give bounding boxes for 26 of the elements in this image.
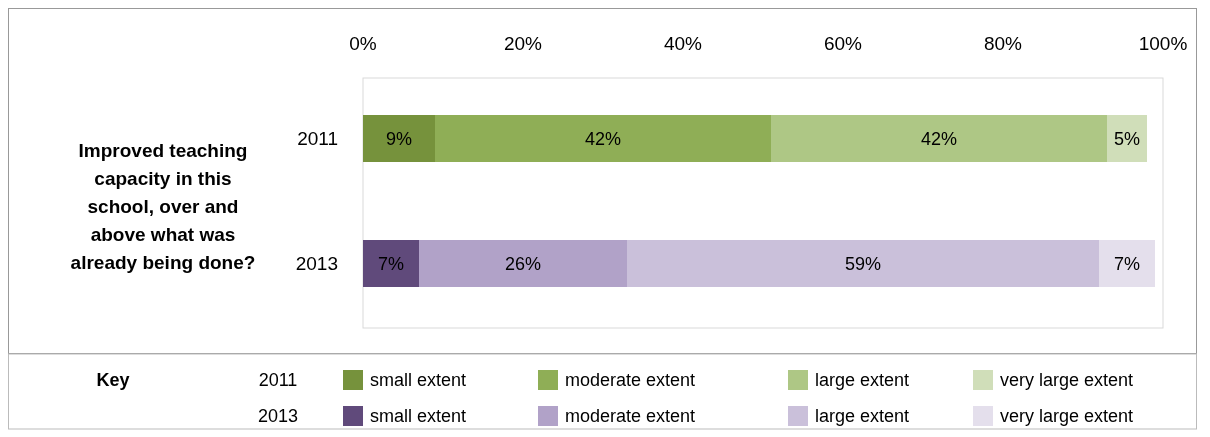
data-label: 42% — [584, 128, 622, 149]
data-label: 42% — [920, 128, 958, 149]
data-label: 5% — [1113, 128, 1141, 149]
legend-title: Key — [96, 370, 130, 391]
x-tick-label: 0% — [349, 33, 377, 54]
x-tick-label: 40% — [663, 33, 703, 54]
legend-label: very large extent — [1000, 370, 1134, 391]
text: very large extent — [1000, 406, 1134, 427]
data-label: 9% — [385, 128, 413, 149]
x-tick-label: 80% — [983, 33, 1023, 54]
text: large extent — [815, 406, 910, 427]
data-label: 59% — [844, 253, 882, 274]
text: moderate extent — [565, 406, 696, 427]
text: small extent — [370, 406, 467, 427]
legend-label: small extent — [370, 370, 467, 391]
category-label: 2013 — [257, 406, 299, 427]
y-axis-title: Improved teaching capacity in this school, over and above what was already being done? — [70, 140, 256, 273]
legend-label: large extent — [815, 370, 910, 391]
data-label: 7% — [377, 253, 405, 274]
x-tick-label: 100% — [1138, 33, 1188, 54]
x-tick-label: 60% — [823, 33, 863, 54]
data-label: 7% — [1113, 253, 1141, 274]
x-tick-label: 20% — [503, 33, 543, 54]
data-label: 26% — [504, 253, 542, 274]
legend-label: moderate extent — [565, 370, 696, 391]
category-label: 2011 — [258, 370, 298, 391]
